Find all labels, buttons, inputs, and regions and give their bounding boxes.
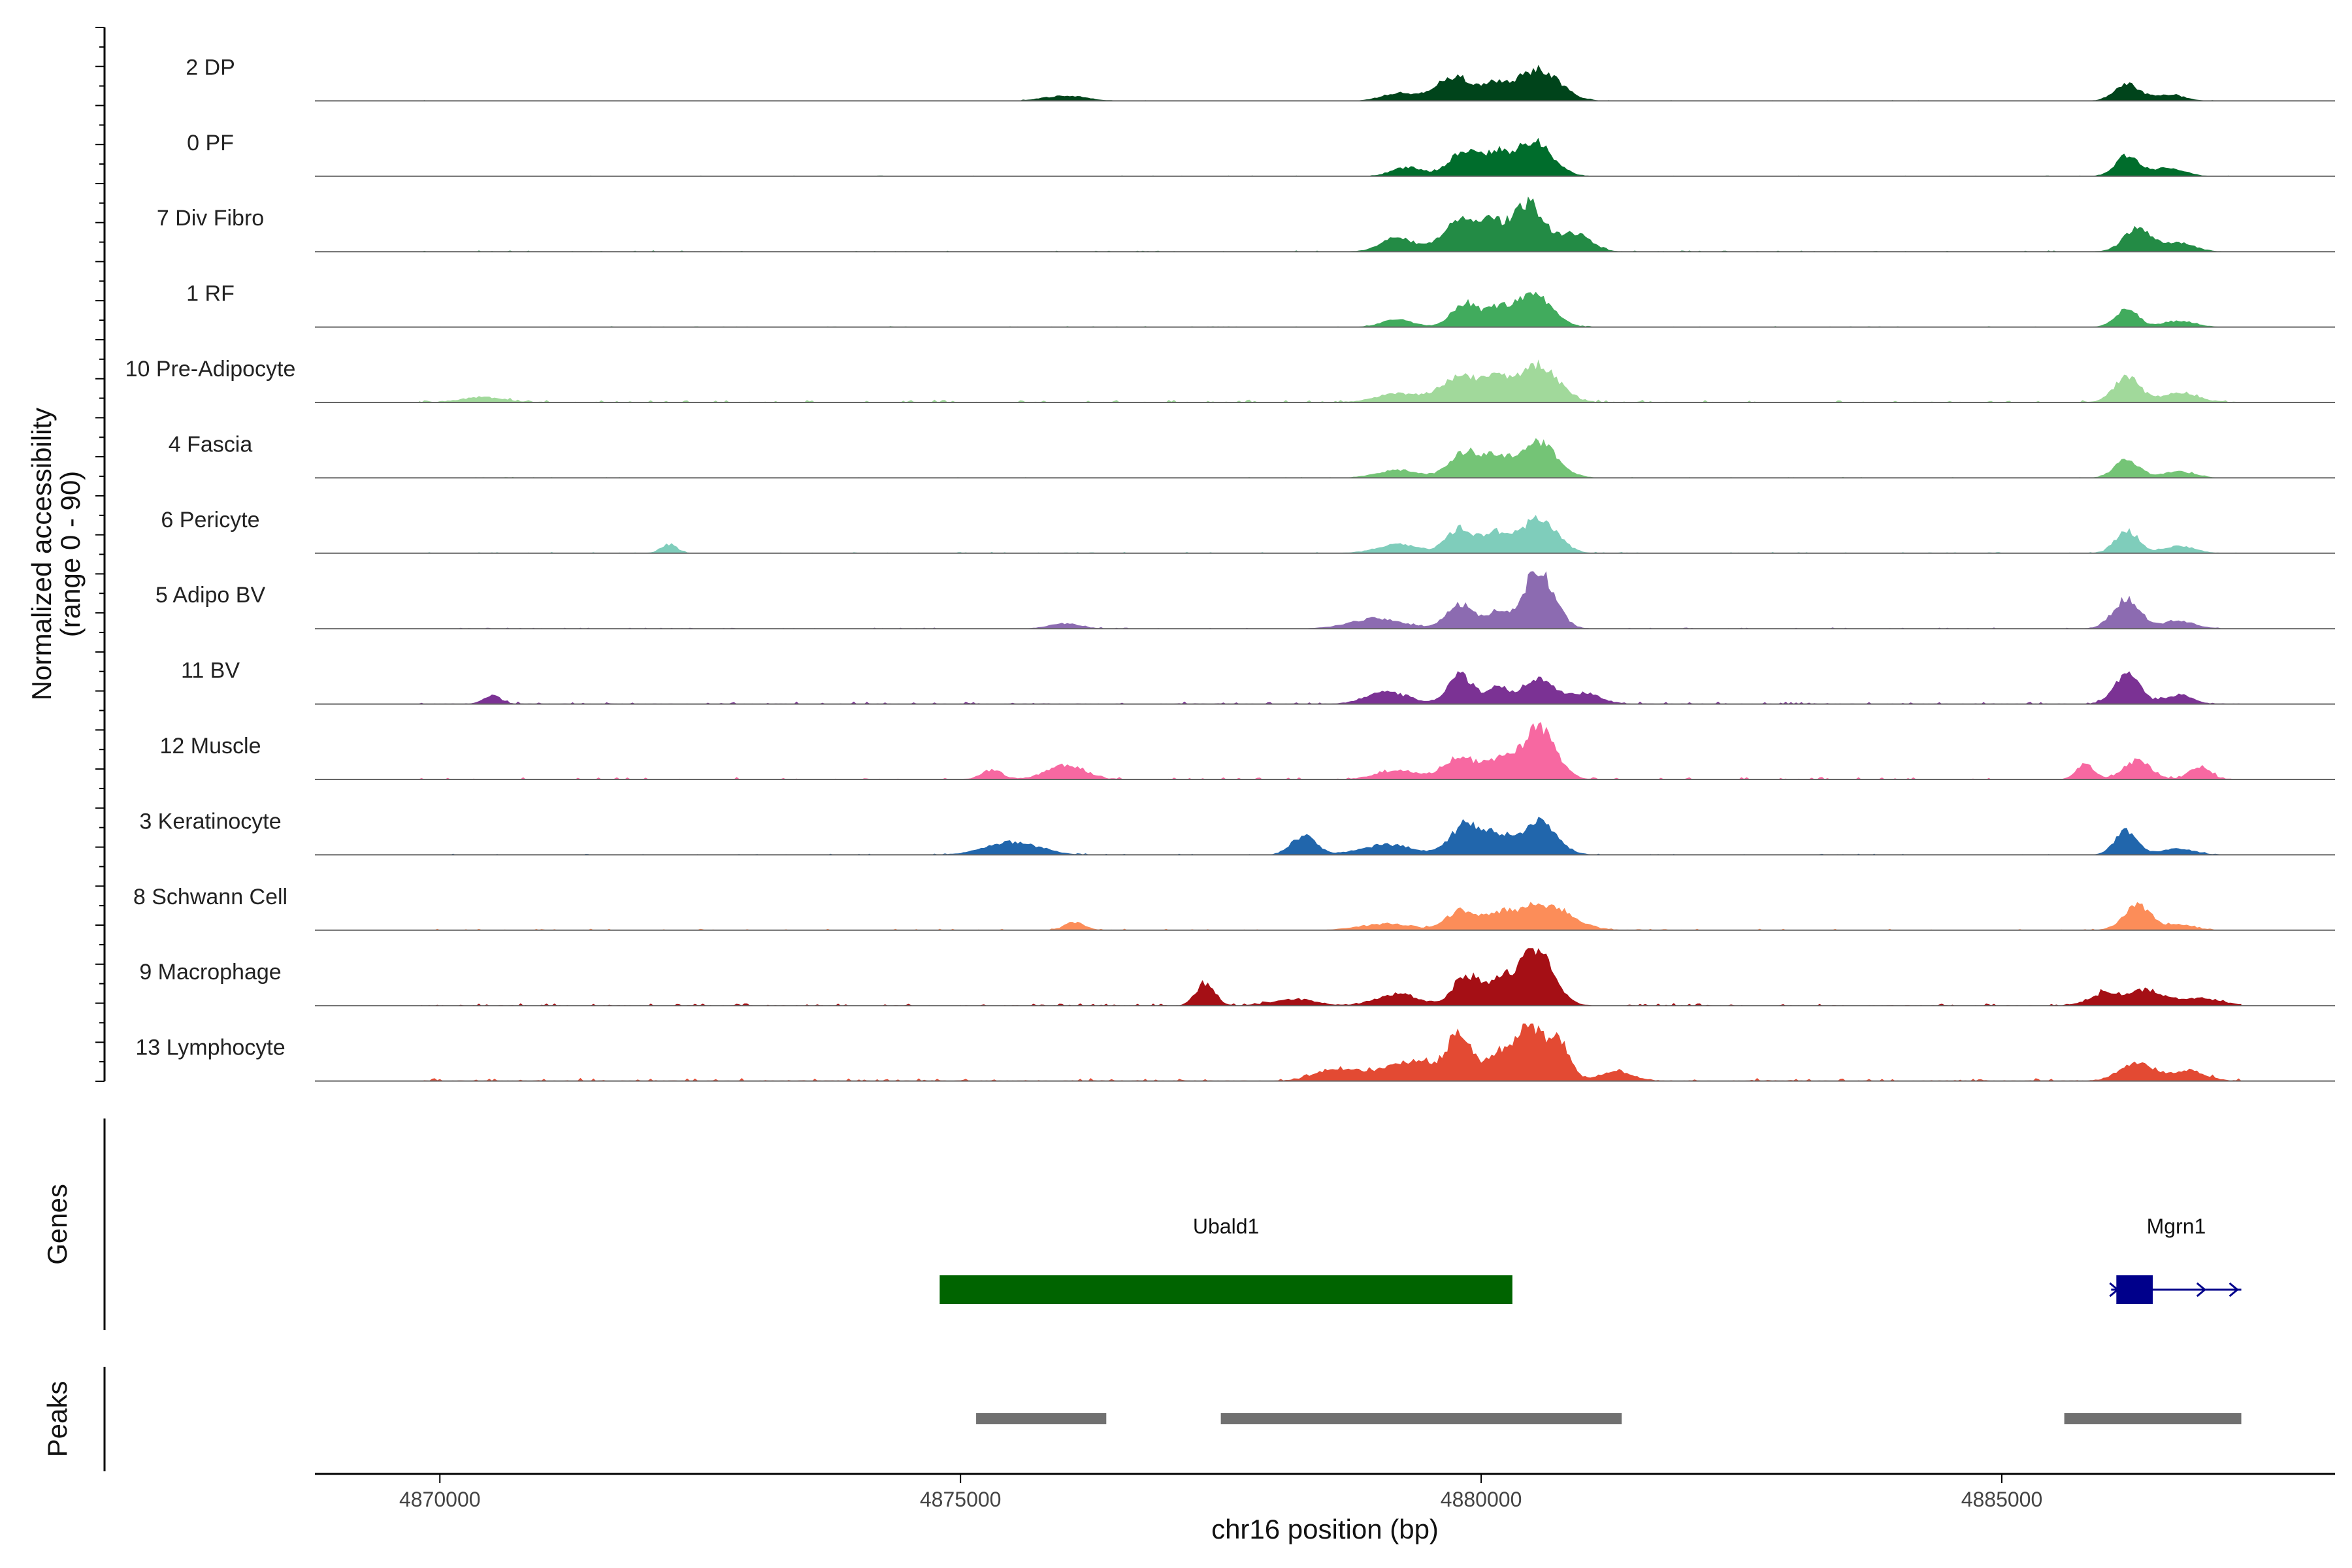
coverage-tracks: 2 DP 0 PF 7 Div Fibro 1 RF 10 Pre-Adipocyte 4… — [125, 55, 2335, 1082]
x-tick-label: 4880000 — [1441, 1488, 1522, 1511]
coverage-area-10-pre-adipocyte — [419, 359, 2242, 402]
coverage-area-5-adipo-bv — [419, 571, 2242, 629]
track-5-adipo-bv: 5 Adipo BV — [155, 571, 2335, 630]
track-label-0-pf: 0 PF — [187, 131, 234, 155]
peak-region-3 — [2064, 1413, 2242, 1424]
track-label-3-keratinocyte: 3 Keratinocyte — [139, 809, 281, 834]
gene-label-mgrn1: Mgrn1 — [2147, 1215, 2206, 1238]
coverage-area-7-div-fibro — [419, 196, 2242, 252]
coverage-area-11-bv — [419, 671, 2242, 704]
coverage-area-9-macrophage — [419, 948, 2242, 1006]
track-label-11-bv: 11 BV — [181, 659, 240, 683]
strand-arrow — [2229, 1282, 2239, 1298]
track-6-pericyte: 6 Pericyte — [161, 508, 2335, 554]
coverage-area-3-keratinocyte — [419, 817, 2242, 855]
coverage-area-4-fascia — [419, 438, 2242, 478]
strand-arrow — [2196, 1282, 2207, 1298]
y-axis — [95, 27, 106, 1082]
track-label-9-macrophage: 9 Macrophage — [139, 960, 281, 985]
gene-mgrn1: Mgrn1 — [2109, 1215, 2242, 1304]
track-label-4-fascia: 4 Fascia — [169, 432, 253, 457]
track-10-pre-adipocyte: 10 Pre-Adipocyte — [125, 357, 2335, 403]
track-label-6-pericyte: 6 Pericyte — [161, 508, 259, 532]
track-1-rf: 1 RF — [186, 282, 2335, 328]
track-13-lymphocyte: 13 Lymphocyte — [135, 1023, 2335, 1082]
peaks-track-title: Peaks — [42, 1381, 73, 1458]
x-tick-label: 4885000 — [1961, 1488, 2043, 1511]
gene-label-ubald1: Ubald1 — [1193, 1215, 1259, 1238]
y-axis-ticks — [95, 27, 105, 1082]
track-label-13-lymphocyte: 13 Lymphocyte — [135, 1036, 285, 1060]
track-0-pf: 0 PF — [187, 131, 2335, 177]
y-axis-range-label: (range 0 - 90) — [55, 471, 86, 637]
gene-ubald1: Ubald1 — [939, 1215, 1512, 1304]
y-axis-title: Normalized accessibility — [26, 408, 57, 700]
coverage-area-13-lymphocyte — [419, 1023, 2242, 1081]
x-axis-title: chr16 position (bp) — [1211, 1514, 1439, 1544]
track-4-fascia: 4 Fascia — [169, 432, 2335, 479]
track-label-10-pre-adipocyte: 10 Pre-Adipocyte — [125, 357, 296, 382]
peak-region-1 — [976, 1413, 1107, 1424]
track-12-muscle: 12 Muscle — [160, 722, 2335, 780]
x-axis-ticks: 4870000 4875000 4880000 4885000 — [399, 1474, 2042, 1511]
genes-track-title: Genes — [42, 1184, 73, 1265]
x-tick-label: 4875000 — [920, 1488, 1002, 1511]
x-tick-label: 4870000 — [399, 1488, 481, 1511]
track-2-dp: 2 DP — [186, 55, 2335, 102]
coverage-area-12-muscle — [419, 722, 2242, 779]
track-label-8-schwann-cell: 8 Schwann Cell — [133, 885, 287, 909]
coverage-area-0-pf — [419, 137, 2242, 176]
track-8-schwann-cell: 8 Schwann Cell — [133, 885, 2335, 931]
coverage-area-6-pericyte — [419, 515, 2242, 553]
track-9-macrophage: 9 Macrophage — [139, 948, 2335, 1007]
genes-track: Genes Ubald1 Mgrn1 — [42, 1119, 2242, 1330]
coverage-area-2-dp — [419, 65, 2242, 101]
track-label-5-adipo-bv: 5 Adipo BV — [155, 583, 266, 608]
track-label-12-muscle: 12 Muscle — [160, 734, 261, 759]
gene-body-ubald1 — [939, 1275, 1512, 1304]
coverage-area-1-rf — [419, 291, 2242, 327]
track-label-1-rf: 1 RF — [186, 282, 235, 306]
track-label-2-dp: 2 DP — [186, 55, 235, 80]
strand-arrow — [2109, 1282, 2119, 1298]
track-11-bv: 11 BV — [181, 659, 2335, 705]
coverage-area-8-schwann-cell — [419, 902, 2242, 930]
track-3-keratinocyte: 3 Keratinocyte — [139, 809, 2335, 856]
gene-exon-mgrn1 — [2116, 1275, 2153, 1304]
track-label-7-div-fibro: 7 Div Fibro — [157, 206, 264, 231]
peak-region-2 — [1220, 1413, 1622, 1424]
track-7-div-fibro: 7 Div Fibro — [157, 196, 2335, 253]
peaks-track: Peaks — [42, 1367, 2242, 1471]
x-axis: 4870000 4875000 4880000 4885000 chr16 posit… — [315, 1473, 2335, 1544]
